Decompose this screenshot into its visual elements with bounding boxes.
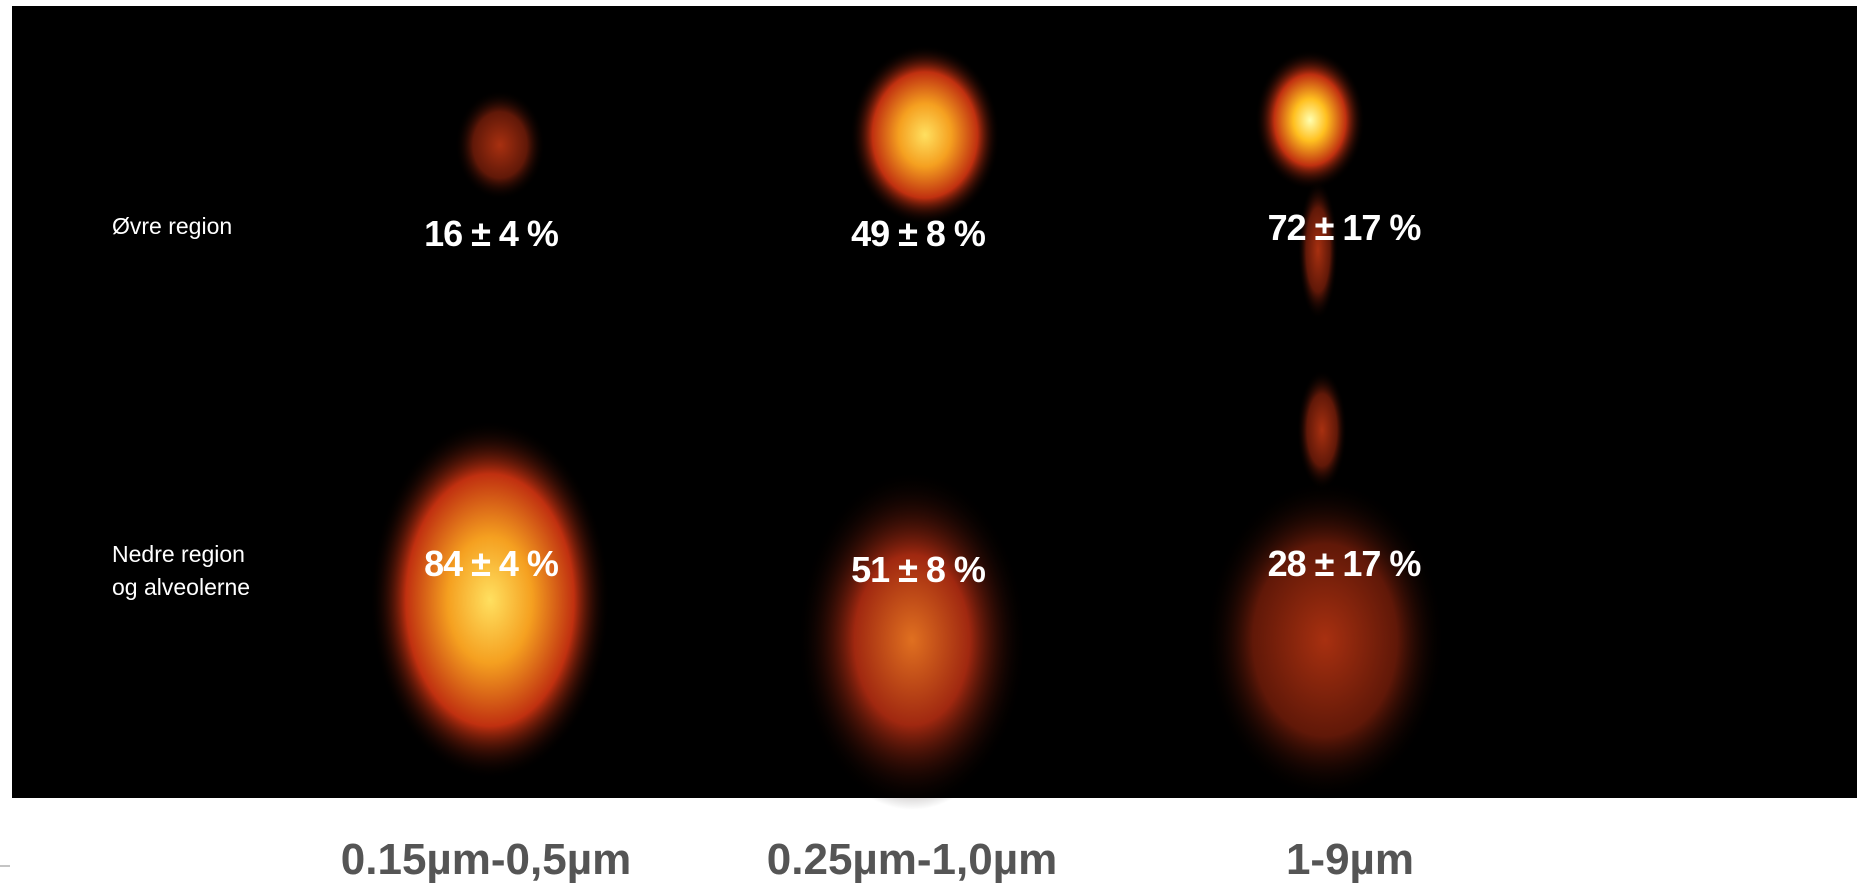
- lower-value: 28 ± 17 %: [1268, 543, 1422, 584]
- size-label: 1-9µm: [1286, 835, 1414, 884]
- size-label: 0.25µm-1,0µm: [767, 835, 1057, 884]
- lower-value: 51 ± 8 %: [851, 549, 986, 590]
- upper-value: 16 ± 4 %: [424, 213, 559, 254]
- upper-value: 49 ± 8 %: [851, 213, 986, 254]
- row-label: Øvre region: [112, 213, 232, 239]
- row-label: Nedre region: [112, 541, 245, 567]
- upper-value: 72 ± 17 %: [1268, 207, 1422, 248]
- size-label: 0.15µm-0,5µm: [341, 835, 631, 884]
- scan-blobs: [370, 45, 1445, 810]
- lower-value: 84 ± 4 %: [424, 543, 559, 584]
- row-label: og alveolerne: [112, 574, 250, 600]
